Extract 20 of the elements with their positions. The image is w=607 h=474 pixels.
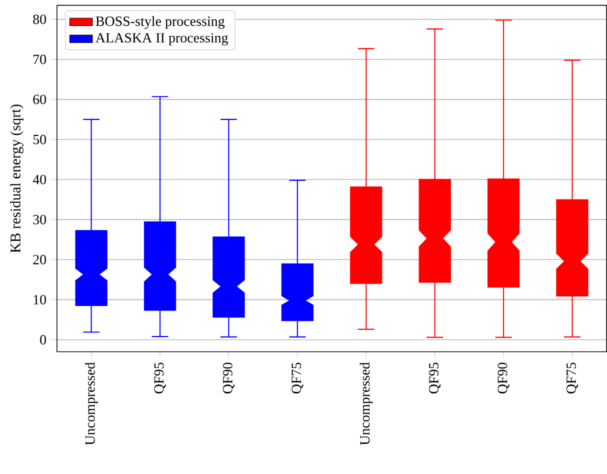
x-tick-label: QF90 — [498, 362, 510, 394]
y-tick-label: 30 — [33, 215, 46, 224]
y-axis-title: KB residual energy (sqrt) — [10, 104, 24, 253]
y-tick-label: 80 — [33, 14, 46, 24]
x-tick-label: QF95 — [429, 362, 441, 394]
x-tick-label: QF75 — [566, 362, 578, 394]
y-tick-label: 0 — [40, 335, 46, 345]
y-tick-label: 20 — [33, 255, 46, 265]
y-tick-label: 60 — [33, 94, 46, 104]
x-tick-label: Uncompressed — [84, 362, 98, 446]
y-tick-label: 70 — [34, 54, 46, 64]
x-tick-label: QF90 — [222, 362, 234, 394]
x-tick-label: QF75 — [292, 362, 304, 394]
y-tick-label: 40 — [32, 174, 46, 184]
legend-label: ALASKA II processing — [96, 33, 228, 46]
legend-label: BOSS-style processing — [96, 16, 225, 29]
y-tick-label: 10 — [34, 295, 46, 305]
y-tick-label: 50 — [33, 134, 46, 144]
x-tick-label: Uncompressed — [360, 362, 372, 446]
x-tick-label: QF95 — [154, 362, 166, 394]
